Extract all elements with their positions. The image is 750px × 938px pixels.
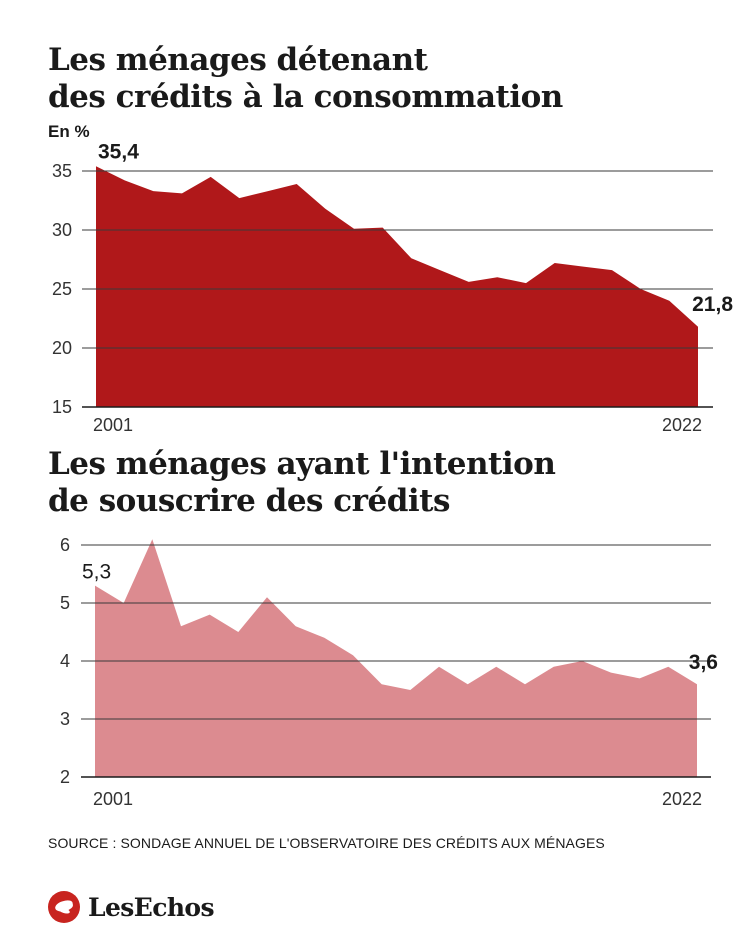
y-tick-label: 5	[60, 593, 70, 613]
les-echos-logo: LesEchos	[48, 889, 215, 925]
x-tick-label-start: 2001	[93, 415, 133, 435]
y-tick-label: 3	[60, 709, 70, 729]
y-tick-label: 15	[52, 397, 72, 417]
y-tick-label: 30	[52, 220, 72, 240]
x-tick-label-end: 2022	[662, 415, 702, 435]
chart1-title: Les ménages détenant des crédits à la con…	[48, 42, 563, 116]
x-tick-label-end: 2022	[662, 789, 702, 809]
y-tick-label: 6	[60, 535, 70, 555]
y-tick-label: 4	[60, 651, 70, 671]
chart1-unit-label: En %	[48, 122, 90, 141]
echos-bird-icon	[48, 891, 80, 923]
chart2-area-chart: 6 5 4 3 2 2001 2022 5,3 3,6	[60, 535, 718, 809]
x-tick-label-start: 2001	[93, 789, 133, 809]
y-tick-label: 2	[60, 767, 70, 787]
data-label-first: 35,4	[98, 140, 139, 163]
chart1-area-chart: 35 30 25 20 15 2001 2022 35,4 21,8	[52, 140, 733, 435]
y-tick-label: 20	[52, 338, 72, 358]
area-series	[95, 539, 697, 777]
chart1-title-line2: des crédits à la consommation	[48, 79, 563, 115]
logo-text: LesEchos	[88, 892, 215, 922]
chart2-title-line2: de souscrire des crédits	[48, 483, 450, 519]
source-note: SOURCE : SONDAGE ANNUEL DE L'OBSERVATOIR…	[48, 835, 605, 851]
data-label-first: 5,3	[82, 561, 111, 584]
data-label-last: 3,6	[689, 651, 718, 674]
data-label-last: 21,8	[692, 293, 733, 316]
area-series	[96, 166, 698, 407]
y-tick-label: 35	[52, 161, 72, 181]
chart2-title-line1: Les ménages ayant l'intention	[48, 446, 556, 482]
chart1-title-line1: Les ménages détenant	[48, 42, 428, 78]
chart2-title: Les ménages ayant l'intention de souscrir…	[48, 446, 556, 520]
y-tick-label: 25	[52, 279, 72, 299]
